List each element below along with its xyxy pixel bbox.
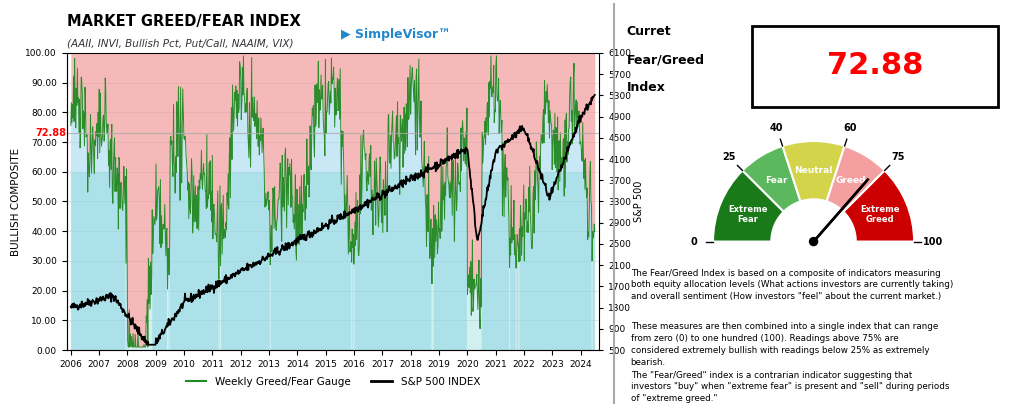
Text: Greed: Greed (836, 176, 866, 185)
Text: The Fear/Greed Index is based on a composite of indicators measuring
both equity: The Fear/Greed Index is based on a compo… (631, 269, 953, 301)
Text: The "Fear/Greed" index is a contrarian indicator suggesting that
investors "buy": The "Fear/Greed" index is a contrarian i… (631, 371, 949, 403)
Y-axis label: BULLISH COMPOSITE: BULLISH COMPOSITE (11, 147, 22, 256)
Text: Fear: Fear (765, 176, 787, 185)
Text: 72.88: 72.88 (826, 51, 923, 80)
Circle shape (810, 238, 817, 245)
Text: MARKET GREED/FEAR INDEX: MARKET GREED/FEAR INDEX (67, 14, 300, 29)
Text: Neutral: Neutral (795, 166, 833, 175)
Text: 72.88: 72.88 (35, 129, 66, 138)
Text: Index: Index (627, 81, 666, 94)
Y-axis label: S&P 500: S&P 500 (634, 181, 644, 222)
Wedge shape (713, 171, 783, 242)
Text: (AAII, INVI, Bullish Pct, Put/Call, NAAIM, VIX): (AAII, INVI, Bullish Pct, Put/Call, NAAI… (67, 38, 293, 48)
Text: 60: 60 (844, 123, 857, 133)
Text: Fear/Greed: Fear/Greed (627, 53, 705, 66)
Text: 0: 0 (690, 236, 697, 247)
Text: 100: 100 (923, 236, 943, 247)
Text: These measures are then combined into a single index that can range
from zero (0: These measures are then combined into a … (631, 322, 938, 367)
Text: 75: 75 (892, 152, 905, 162)
FancyBboxPatch shape (752, 26, 998, 107)
Text: Extreme
Fear: Extreme Fear (728, 205, 767, 224)
Text: ▶ SimpleVisor™: ▶ SimpleVisor™ (341, 28, 451, 42)
Wedge shape (844, 171, 914, 242)
Text: 40: 40 (770, 123, 783, 133)
Text: 25: 25 (722, 152, 735, 162)
Legend: Weekly Greed/Fear Gauge, S&P 500 INDEX: Weekly Greed/Fear Gauge, S&P 500 INDEX (181, 372, 484, 391)
Text: Extreme
Greed: Extreme Greed (860, 205, 899, 224)
Text: Curret: Curret (627, 25, 672, 38)
Wedge shape (771, 199, 856, 242)
Wedge shape (742, 146, 801, 212)
Wedge shape (782, 141, 845, 201)
Wedge shape (826, 146, 885, 212)
